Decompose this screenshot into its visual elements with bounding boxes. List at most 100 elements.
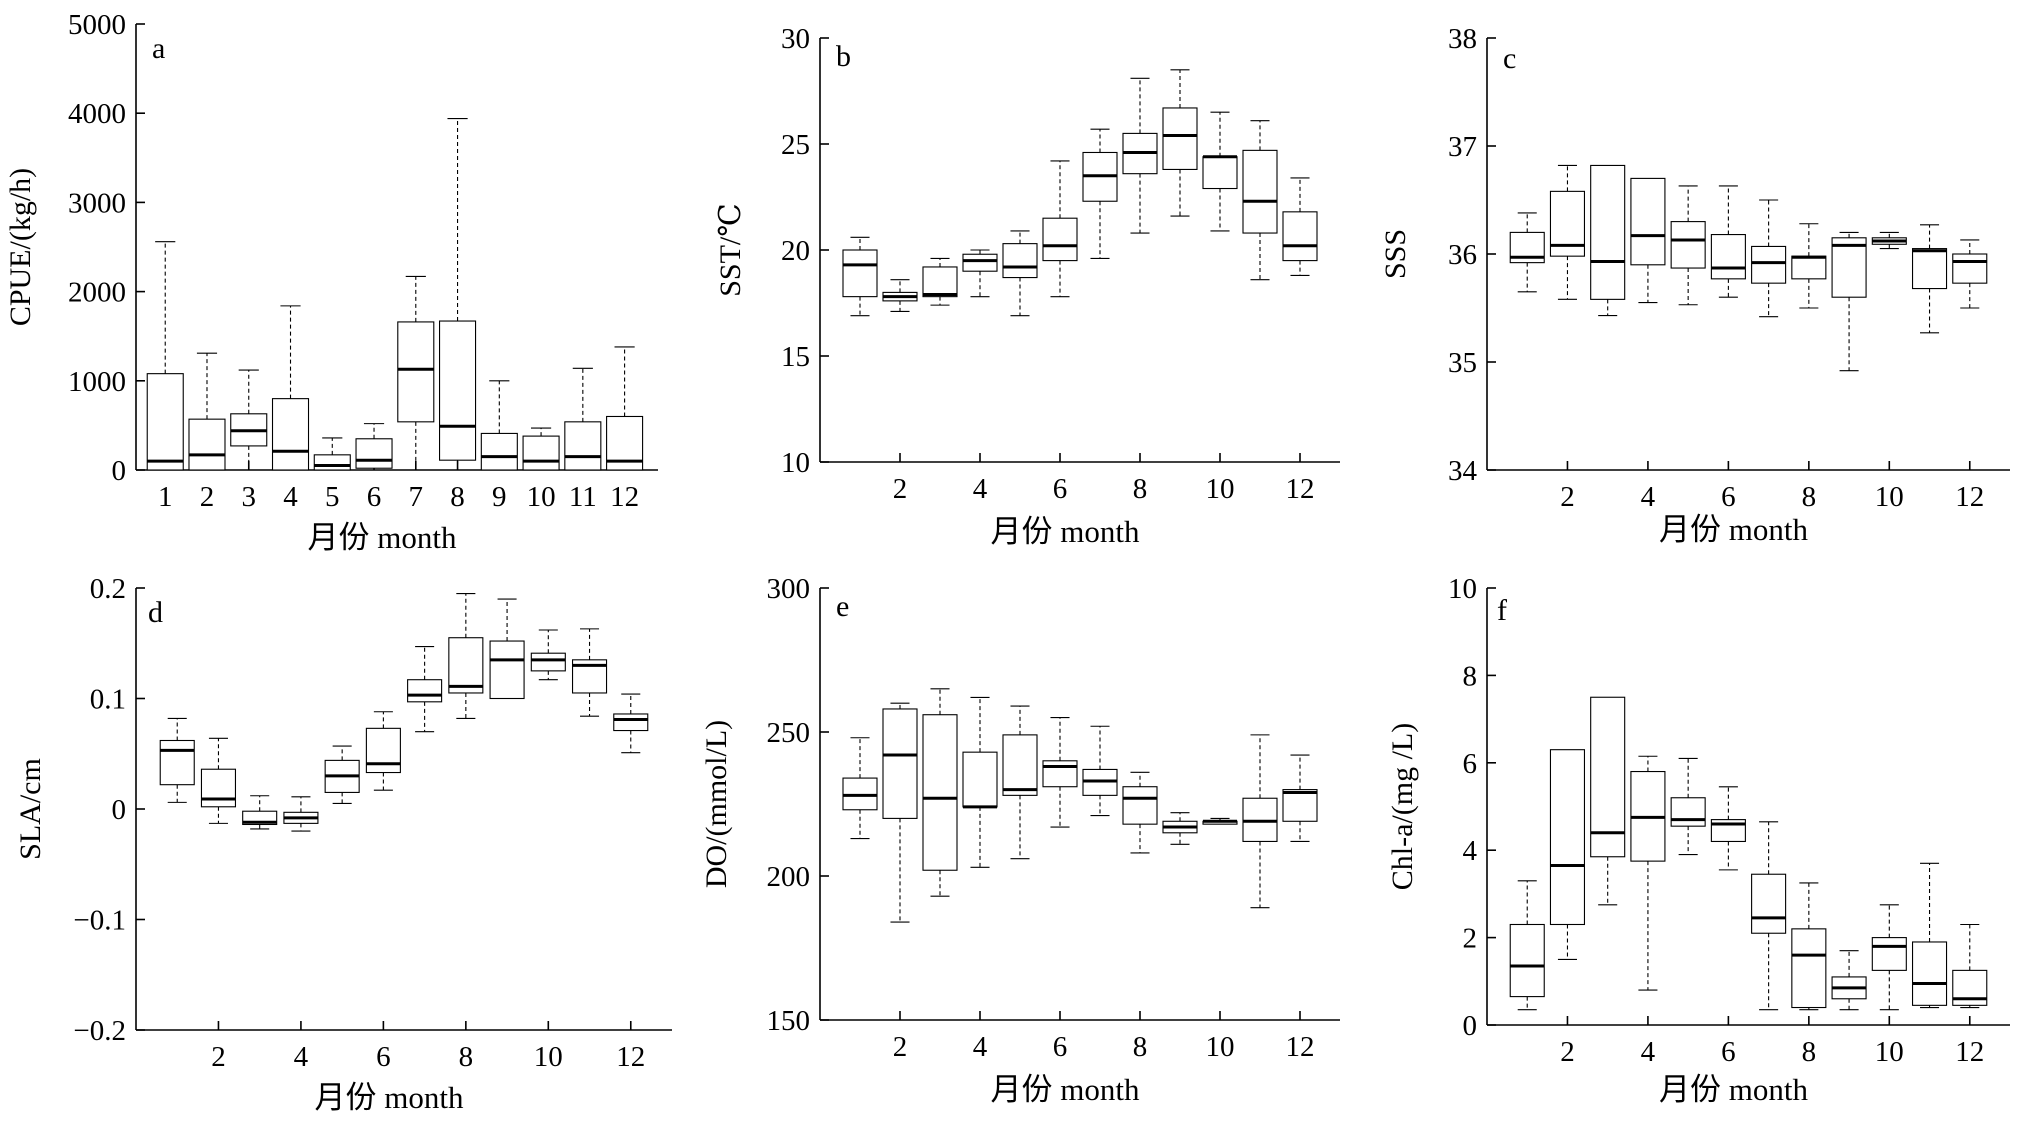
panel-c-y-tick-label: 35 [1448,347,1477,379]
panel-b-x-tick-label: 2 [893,473,908,505]
panel-d-y-tick-label: 0 [112,794,127,826]
panel-f-y-tick-label: 8 [1463,660,1478,692]
panel-f-y-tick-label: 0 [1463,1010,1478,1042]
panel-f-label: f [1497,594,1507,627]
panel-d-box [489,640,525,700]
panel-c-x-tick-label: 6 [1721,481,1736,513]
panel-e-box [1042,760,1078,788]
panel-f-x-tick-label: 2 [1560,1036,1575,1068]
panel-b-x-tick-label: 6 [1053,473,1068,505]
panel-a-y-tick-label: 0 [112,455,127,487]
panel-c-y-tick-label: 36 [1448,239,1477,271]
panel-d-label: d [148,596,163,629]
panel-e-box [1122,786,1158,825]
panel-f-box [1509,923,1545,998]
panel-f-y-tick-label: 4 [1463,835,1478,867]
panel-c-y-axis-label: SSS [1379,229,1412,279]
panel-d-x-tick-label: 6 [376,1041,391,1073]
panel-a-x-tick-label: 10 [527,481,556,513]
panel-e-box [882,708,918,819]
panel-c-x-tick-label: 2 [1560,481,1575,513]
panel-f-box [1911,941,1948,1006]
panel-a-y-tick-label: 3000 [68,187,126,219]
panel-e-y-axis-label: DO/(mmol/L) [700,720,733,888]
panel-d-box [613,713,649,732]
panel-e-x-tick-label: 10 [1206,1031,1235,1063]
panel-b-box [1242,149,1278,234]
panel-b-box [1042,217,1078,262]
panel-a-x-tick-label: 6 [367,481,382,513]
panel-e-x-tick-label: 2 [893,1031,908,1063]
panel-e-y-tick-label: 200 [767,861,811,893]
panel-b-x-tick-label: 12 [1286,473,1315,505]
panel-f-y-tick-label: 2 [1463,923,1478,955]
panel-e-y-tick-label: 300 [767,573,811,605]
panel-a-y-tick-label: 1000 [68,366,126,398]
panel-e-x-tick-label: 6 [1053,1031,1068,1063]
panel-a-x-tick-label: 1 [158,481,173,513]
panel-c-y-tick-label: 37 [1448,131,1477,163]
panel-e-x-axis-label: 月份 month [991,1072,1140,1107]
panel-a-y-tick-label: 2000 [68,277,126,309]
panel-f-box [1791,928,1827,1009]
panel-c-y-tick-label: 38 [1448,23,1477,55]
panel-b-y-axis-label: SST/℃ [714,203,747,297]
panel-c-x-tick-label: 4 [1641,481,1656,513]
panel-a-box [480,432,518,471]
panel-d-y-tick-label: −0.2 [73,1015,126,1047]
panel-c-x-tick-label: 12 [1955,481,1984,513]
panel-a-y-axis-label: CPUE/(kg/h) [4,168,37,326]
panel-e-y-tick-label: 250 [767,717,811,749]
panel-d-x-tick-label: 4 [294,1041,309,1073]
panel-b-y-tick-label: 25 [781,129,810,161]
panel-b-box [962,253,998,272]
panel-a-box [355,438,393,469]
panel-f-x-tick-label: 10 [1875,1036,1904,1068]
panel-c-box [1670,221,1706,269]
panel-e-label: e [836,590,849,623]
panel-b-y-tick-label: 10 [781,447,810,479]
panel-c-label: c [1503,42,1516,75]
panel-b-box [922,266,958,298]
panel-d-box [200,768,237,808]
panel-b-box [1282,211,1318,262]
panel-a-x-tick-label: 2 [200,481,215,513]
panel-a-x-tick-label: 7 [409,481,424,513]
panel-d-y-tick-label: 0.2 [90,573,126,605]
panel-a-box [146,373,184,471]
panel-f-y-axis-label: Chl-a/(mg /L) [1386,723,1419,890]
panel-c-box [1911,248,1948,290]
panel-f-box [1670,797,1706,827]
panel-c-x-tick-label: 10 [1875,481,1904,513]
panel-d-x-axis-label: 月份 month [315,1080,464,1115]
panel-c-box [1952,253,1988,284]
panel-a-x-tick-label: 11 [569,481,597,513]
panel-c-box [1751,245,1787,284]
panel-e-box [962,751,998,808]
panel-b-x-axis-label: 月份 month [991,514,1140,549]
panel-e-y-tick-label: 150 [767,1005,811,1037]
panel-d-box [448,637,484,694]
panel-a-x-tick-label: 9 [492,481,507,513]
panel-d-x-tick-label: 8 [459,1041,474,1073]
panel-a-x-tick-label: 3 [242,481,257,513]
panel-e-x-tick-label: 4 [973,1031,988,1063]
panel-d-box [365,727,401,774]
panel-a-x-tick-label: 8 [450,481,465,513]
panel-b-y-tick-label: 15 [781,341,810,373]
panel-f-y-tick-label: 6 [1463,748,1478,780]
panel-d-x-tick-label: 10 [534,1041,563,1073]
panel-a-label: a [152,32,165,65]
panel-a-box [564,421,602,471]
panel-f-x-axis-label: 月份 month [1659,1072,1808,1107]
panel-f-x-tick-label: 6 [1721,1036,1736,1068]
panel-c-box [1831,237,1867,298]
panel-d-x-tick-label: 12 [616,1041,645,1073]
panel-f-y-tick-label: 10 [1448,573,1477,605]
panel-c-x-tick-label: 8 [1802,481,1817,513]
panel-c-box [1710,234,1746,280]
panel-a-y-tick-label: 4000 [68,98,126,130]
panel-e-x-tick-label: 8 [1133,1031,1148,1063]
